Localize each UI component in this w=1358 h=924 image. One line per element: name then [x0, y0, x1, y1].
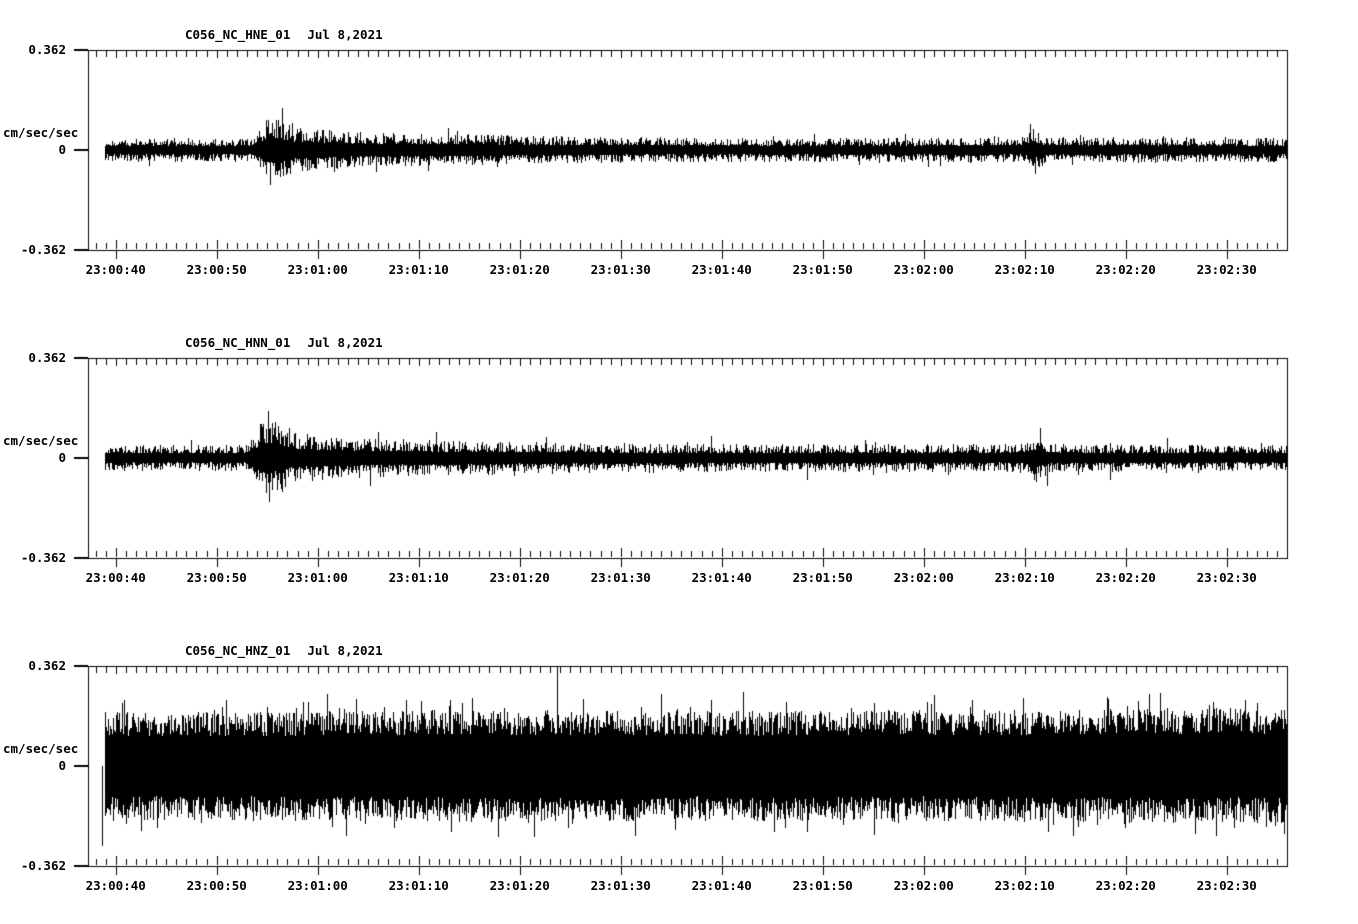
- channel-name: C056_NC_HNE_01: [185, 27, 291, 42]
- x-tick-label: 23:01:30: [590, 570, 651, 585]
- x-tick-label: 23:00:40: [85, 878, 146, 893]
- x-tick-label: 23:02:20: [1095, 262, 1156, 277]
- x-tick-label: 23:00:50: [186, 262, 247, 277]
- y-axis-units-label: cm/sec/sec: [3, 741, 79, 756]
- record-date: Jul 8,2021: [307, 643, 383, 658]
- record-date: Jul 8,2021: [307, 335, 383, 350]
- y-axis-max-label: 0.362: [28, 42, 66, 57]
- x-tick-label: 23:01:20: [489, 262, 550, 277]
- x-tick-label: 23:01:10: [388, 570, 449, 585]
- x-tick-label: 23:01:50: [792, 570, 853, 585]
- x-tick-label: 23:01:50: [792, 878, 853, 893]
- x-tick-label: 23:02:20: [1095, 570, 1156, 585]
- panel-title: C056_NC_HNE_01 Jul 8,2021: [185, 28, 383, 42]
- y-axis-zero-label: 0: [58, 758, 66, 773]
- x-tick-label: 23:01:20: [489, 878, 550, 893]
- y-axis-min-label: -0.362: [20, 858, 66, 873]
- channel-name: C056_NC_HNZ_01: [185, 643, 291, 658]
- x-tick-label: 23:01:40: [691, 262, 752, 277]
- x-tick-label: 23:01:00: [287, 878, 348, 893]
- x-tick-label: 23:02:00: [893, 570, 954, 585]
- x-tick-label: 23:02:00: [893, 262, 954, 277]
- y-axis-min-label: -0.362: [20, 242, 66, 257]
- x-tick-label: 23:00:50: [186, 570, 247, 585]
- y-axis-zero-label: 0: [58, 142, 66, 157]
- x-tick-label: 23:00:50: [186, 878, 247, 893]
- x-tick-label: 23:02:00: [893, 878, 954, 893]
- x-tick-label: 23:01:30: [590, 878, 651, 893]
- panel-title: C056_NC_HNN_01 Jul 8,2021: [185, 336, 383, 350]
- x-tick-label: 23:01:30: [590, 262, 651, 277]
- y-axis-units-label: cm/sec/sec: [3, 433, 79, 448]
- x-tick-label: 23:02:10: [994, 570, 1055, 585]
- x-tick-label: 23:02:10: [994, 878, 1055, 893]
- channel-name: C056_NC_HNN_01: [185, 335, 291, 350]
- x-tick-label: 23:01:50: [792, 262, 853, 277]
- y-axis-units-label: cm/sec/sec: [3, 125, 79, 140]
- x-tick-label: 23:02:30: [1196, 262, 1257, 277]
- y-axis-zero-label: 0: [58, 450, 66, 465]
- x-tick-label: 23:02:10: [994, 262, 1055, 277]
- x-tick-label: 23:00:40: [85, 570, 146, 585]
- record-date: Jul 8,2021: [307, 27, 383, 42]
- panel-title: C056_NC_HNZ_01 Jul 8,2021: [185, 644, 383, 658]
- x-tick-label: 23:01:10: [388, 262, 449, 277]
- x-tick-label: 23:02:20: [1095, 878, 1156, 893]
- x-tick-label: 23:01:20: [489, 570, 550, 585]
- x-tick-label: 23:01:40: [691, 570, 752, 585]
- x-tick-label: 23:01:00: [287, 570, 348, 585]
- y-axis-max-label: 0.362: [28, 658, 66, 673]
- y-axis-max-label: 0.362: [28, 350, 66, 365]
- x-tick-label: 23:02:30: [1196, 570, 1257, 585]
- x-tick-label: 23:01:10: [388, 878, 449, 893]
- x-tick-label: 23:02:30: [1196, 878, 1257, 893]
- y-axis-min-label: -0.362: [20, 550, 66, 565]
- x-tick-label: 23:01:00: [287, 262, 348, 277]
- x-tick-label: 23:00:40: [85, 262, 146, 277]
- x-tick-label: 23:01:40: [691, 878, 752, 893]
